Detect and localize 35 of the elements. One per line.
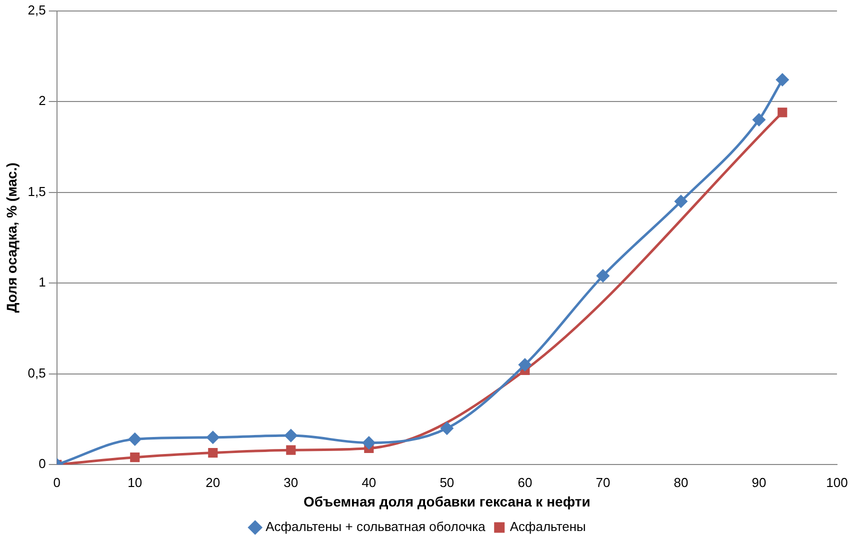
legend-label: Асфальтены xyxy=(510,519,586,534)
y-tick-label: 0,5 xyxy=(28,365,46,380)
point xyxy=(518,358,532,372)
point xyxy=(128,432,142,446)
y-tick-label: 1,5 xyxy=(28,184,46,199)
x-tick-label: 30 xyxy=(284,474,298,490)
y-tick-label: 1 xyxy=(38,274,46,290)
legend-label: Асфальтены + сольватная оболочка xyxy=(266,519,486,534)
x-tick-label: 10 xyxy=(128,474,142,490)
point xyxy=(596,270,610,282)
x-tick-label: 40 xyxy=(362,474,376,490)
point xyxy=(130,452,140,462)
x-tick-label: 80 xyxy=(674,474,688,490)
point xyxy=(778,108,788,118)
x-tick-label: 50 xyxy=(440,474,454,490)
point xyxy=(286,445,296,455)
x-axis-title: Объемная доля добавки гексана к нефти xyxy=(304,493,590,510)
point xyxy=(284,429,298,442)
point xyxy=(440,422,454,435)
point xyxy=(206,431,220,444)
x-tick-label: 0 xyxy=(53,474,60,490)
point xyxy=(362,436,376,450)
point xyxy=(752,113,766,126)
x-tick-label: 100 xyxy=(826,474,848,490)
x-tick-label: 20 xyxy=(206,474,220,490)
y-tick-label: 2 xyxy=(38,93,46,108)
point xyxy=(208,448,218,458)
y-tick-label: 0 xyxy=(38,456,46,472)
x-tick-label: 90 xyxy=(752,474,766,490)
y-tick-label: 2,5 xyxy=(28,2,46,18)
y-axis-title: Доля осадка, % (мас.) xyxy=(3,162,20,313)
x-tick-label: 60 xyxy=(518,474,532,490)
point xyxy=(776,74,789,86)
point xyxy=(674,195,688,208)
x-tick-label: 70 xyxy=(596,474,610,490)
